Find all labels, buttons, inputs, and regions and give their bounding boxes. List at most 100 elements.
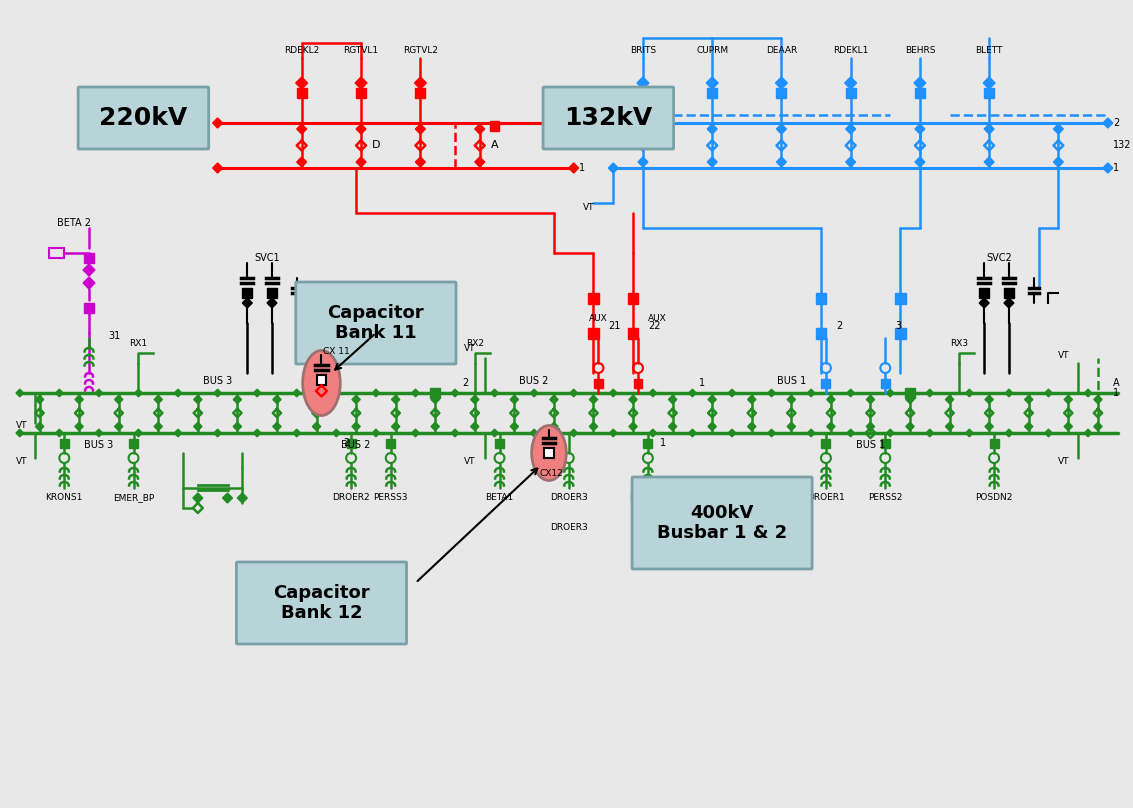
- Polygon shape: [174, 389, 181, 397]
- Text: DEAAR: DEAAR: [766, 46, 796, 55]
- Text: DROER2: DROER2: [332, 493, 370, 502]
- Polygon shape: [1045, 429, 1053, 437]
- Text: VT: VT: [1057, 457, 1070, 465]
- Polygon shape: [1093, 395, 1102, 404]
- Bar: [356, 88, 366, 98]
- Polygon shape: [254, 389, 261, 397]
- Polygon shape: [915, 157, 925, 167]
- Polygon shape: [827, 423, 835, 431]
- Bar: [985, 88, 994, 98]
- FancyBboxPatch shape: [78, 87, 208, 149]
- Polygon shape: [886, 389, 894, 397]
- Bar: [50, 248, 65, 258]
- Bar: [431, 388, 440, 398]
- Polygon shape: [95, 429, 103, 437]
- FancyBboxPatch shape: [632, 477, 812, 569]
- Text: 2: 2: [836, 321, 842, 331]
- Polygon shape: [1005, 429, 1013, 437]
- Polygon shape: [293, 429, 300, 437]
- Polygon shape: [194, 395, 202, 404]
- Polygon shape: [638, 124, 648, 134]
- Text: PERSS2: PERSS2: [868, 493, 903, 502]
- Polygon shape: [213, 118, 222, 128]
- Polygon shape: [56, 389, 63, 397]
- Polygon shape: [83, 277, 95, 289]
- Text: POSDN2: POSDN2: [976, 493, 1013, 502]
- Polygon shape: [689, 389, 696, 397]
- Text: BUS 2: BUS 2: [341, 440, 370, 450]
- Polygon shape: [768, 429, 775, 437]
- Bar: [544, 448, 554, 458]
- Text: 2: 2: [462, 378, 468, 388]
- Polygon shape: [649, 429, 657, 437]
- Polygon shape: [906, 423, 914, 431]
- Bar: [821, 439, 830, 448]
- Polygon shape: [668, 423, 676, 431]
- Text: VT: VT: [465, 457, 476, 465]
- Polygon shape: [985, 395, 994, 404]
- Bar: [979, 288, 989, 298]
- Polygon shape: [193, 493, 203, 503]
- Polygon shape: [1084, 389, 1092, 397]
- Text: SVC1: SVC1: [254, 253, 280, 263]
- Bar: [880, 439, 889, 448]
- Text: 132kV: 132kV: [564, 106, 653, 130]
- Bar: [60, 439, 69, 448]
- Polygon shape: [16, 429, 24, 437]
- Polygon shape: [475, 124, 485, 134]
- Text: CX12: CX12: [539, 469, 563, 478]
- Text: 1: 1: [579, 163, 585, 173]
- Text: RGTVL2: RGTVL2: [403, 46, 437, 55]
- Polygon shape: [707, 157, 717, 167]
- Text: 132: 132: [1113, 141, 1131, 150]
- Polygon shape: [787, 395, 795, 404]
- Bar: [628, 292, 639, 304]
- Polygon shape: [845, 124, 855, 134]
- Text: 31: 31: [109, 331, 121, 341]
- Polygon shape: [416, 157, 425, 167]
- Polygon shape: [845, 157, 855, 167]
- Bar: [267, 288, 276, 298]
- Polygon shape: [846, 429, 854, 437]
- Bar: [594, 378, 603, 388]
- Bar: [129, 439, 138, 448]
- Polygon shape: [926, 389, 934, 397]
- Polygon shape: [1102, 118, 1113, 128]
- Polygon shape: [411, 429, 419, 437]
- Polygon shape: [1024, 395, 1033, 404]
- Bar: [989, 439, 998, 448]
- Text: RX1: RX1: [129, 339, 147, 348]
- Text: DROER3: DROER3: [550, 523, 588, 532]
- Bar: [895, 292, 905, 304]
- Polygon shape: [945, 423, 954, 431]
- Polygon shape: [267, 298, 276, 308]
- Bar: [638, 88, 648, 98]
- Text: 2: 2: [1113, 118, 1119, 128]
- Polygon shape: [194, 423, 202, 431]
- Polygon shape: [75, 395, 84, 404]
- Text: BETA1: BETA1: [485, 493, 513, 502]
- Bar: [297, 88, 307, 98]
- Text: RX2: RX2: [466, 339, 484, 348]
- Bar: [84, 303, 94, 313]
- Text: 400kV
Busbar 1 & 2: 400kV Busbar 1 & 2: [657, 503, 787, 542]
- Polygon shape: [608, 163, 619, 173]
- Polygon shape: [95, 389, 103, 397]
- Polygon shape: [470, 423, 479, 431]
- Polygon shape: [1084, 429, 1092, 437]
- Polygon shape: [297, 124, 307, 134]
- Bar: [707, 88, 717, 98]
- Polygon shape: [1004, 298, 1014, 308]
- Polygon shape: [356, 124, 366, 134]
- Polygon shape: [827, 395, 835, 404]
- Polygon shape: [491, 429, 499, 437]
- Polygon shape: [355, 77, 367, 89]
- Text: SVC2: SVC2: [986, 253, 1012, 263]
- Polygon shape: [808, 389, 815, 397]
- Text: PERSS3: PERSS3: [374, 493, 408, 502]
- Polygon shape: [431, 423, 440, 431]
- Text: 220kV: 220kV: [100, 106, 188, 130]
- Polygon shape: [729, 389, 735, 397]
- Polygon shape: [510, 423, 519, 431]
- Bar: [628, 327, 639, 339]
